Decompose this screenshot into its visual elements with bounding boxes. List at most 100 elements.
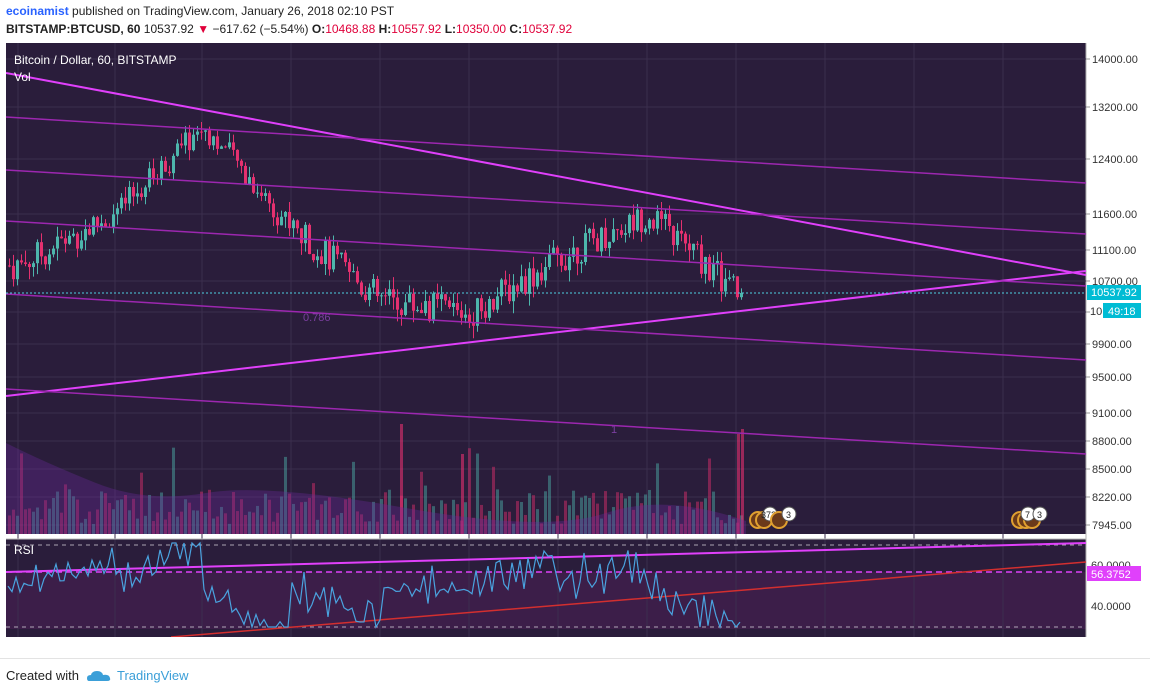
badge-circle[interactable] bbox=[781, 506, 797, 522]
candle-body bbox=[244, 165, 247, 185]
volume-bar bbox=[380, 499, 383, 534]
badge-circle[interactable] bbox=[1032, 506, 1048, 522]
candle-body bbox=[512, 285, 515, 302]
candle-body bbox=[160, 160, 163, 180]
publisher-name[interactable]: ecoinamist bbox=[6, 4, 69, 18]
candle-body bbox=[740, 292, 743, 298]
volume-bar bbox=[32, 511, 35, 534]
channel-line-1[interactable] bbox=[5, 116, 1087, 184]
volume-bar bbox=[552, 523, 555, 534]
candle-body bbox=[416, 309, 419, 311]
volume-bar bbox=[308, 497, 311, 534]
candle-body bbox=[152, 168, 155, 179]
candle-body bbox=[52, 248, 55, 255]
volume-bar bbox=[272, 521, 275, 534]
channel-line-3[interactable] bbox=[5, 220, 1087, 287]
candle-body bbox=[440, 294, 443, 300]
ohlc-legend: BITSTAMP:BTCUSD, 60 10537.92 ▼ −617.62 (… bbox=[6, 22, 572, 36]
chart-svg[interactable]: Bitcoin / Dollar, 60, BITSTAMP Vol 0.786… bbox=[5, 43, 1144, 655]
event-badge-count: 7 bbox=[1025, 510, 1030, 520]
trendline-descending[interactable] bbox=[5, 72, 1087, 276]
candle-body bbox=[648, 219, 651, 229]
volume-bar bbox=[252, 512, 255, 534]
candle-body bbox=[84, 228, 87, 241]
volume-bar bbox=[180, 511, 183, 534]
price-tick-label: 9100.00 bbox=[1092, 408, 1132, 420]
volume-bar bbox=[176, 516, 179, 534]
tradingview-brand[interactable]: TradingView bbox=[116, 668, 189, 683]
symbol-label: BITSTAMP:BTCUSD, 60 bbox=[6, 22, 141, 36]
candle-body bbox=[444, 294, 447, 301]
down-arrow-icon: ▼ bbox=[197, 22, 210, 36]
candle-body bbox=[520, 276, 523, 292]
candle-body bbox=[424, 300, 427, 314]
footer-separator bbox=[0, 658, 1150, 659]
chart-title: Bitcoin / Dollar, 60, BITSTAMP bbox=[14, 53, 177, 67]
rsi-trendline-red[interactable] bbox=[170, 561, 1087, 638]
candle-body bbox=[60, 236, 63, 239]
candle-body bbox=[664, 213, 667, 219]
candle-body bbox=[232, 142, 235, 150]
candle-body bbox=[540, 272, 543, 281]
volume-bar bbox=[728, 514, 731, 534]
candle-body bbox=[544, 267, 547, 281]
candle-body bbox=[196, 131, 199, 135]
candle-body bbox=[176, 143, 179, 156]
volume-bar bbox=[88, 511, 91, 534]
candle-body bbox=[164, 160, 167, 172]
volume-bar bbox=[120, 499, 123, 534]
volume-bar bbox=[644, 494, 647, 534]
candle-body bbox=[136, 193, 139, 197]
volume-bar bbox=[608, 514, 611, 534]
candle-body bbox=[276, 217, 279, 226]
volume-bar bbox=[741, 429, 744, 534]
volume-bar bbox=[500, 500, 503, 534]
candle-body bbox=[684, 233, 687, 244]
event-badge-count: 3 bbox=[786, 510, 791, 520]
volume-bar bbox=[548, 475, 551, 534]
candle-body bbox=[492, 298, 495, 310]
candle-body bbox=[32, 263, 35, 268]
volume-bar bbox=[76, 499, 79, 534]
tradingview-logo-icon[interactable] bbox=[86, 670, 111, 682]
volume-bar bbox=[16, 515, 19, 534]
channel-line-2[interactable] bbox=[5, 169, 1087, 235]
rsi-trendline-upper[interactable] bbox=[5, 542, 1087, 573]
open-label: O: bbox=[311, 22, 326, 36]
candle-body bbox=[356, 271, 359, 283]
candle-body bbox=[668, 213, 671, 227]
price-tick-label: 9500.00 bbox=[1092, 372, 1132, 384]
chart-area[interactable]: Bitcoin / Dollar, 60, BITSTAMP Vol 0.786… bbox=[5, 43, 1144, 655]
candle-body bbox=[76, 233, 79, 249]
channel-line-4[interactable] bbox=[5, 293, 1087, 361]
volume-bar bbox=[612, 507, 615, 534]
candle-body bbox=[596, 238, 599, 252]
volume-bar bbox=[600, 518, 603, 534]
volume-bar bbox=[684, 491, 687, 534]
volume-bar bbox=[336, 515, 339, 534]
volume-bar bbox=[700, 501, 703, 534]
candle-body bbox=[732, 276, 735, 278]
event-badge-group-1[interactable]: 372 3 bbox=[749, 506, 797, 529]
candle-body bbox=[12, 265, 15, 280]
candle-body bbox=[728, 277, 731, 279]
candle-body bbox=[620, 230, 623, 235]
trendline-ascending[interactable] bbox=[5, 270, 1087, 397]
candle-body bbox=[632, 214, 635, 231]
volume-bar bbox=[12, 509, 15, 534]
candle-body bbox=[720, 260, 723, 292]
volume-bar bbox=[24, 509, 27, 534]
volume-bar bbox=[20, 453, 23, 534]
candle-body bbox=[132, 186, 135, 197]
candle-body bbox=[688, 243, 691, 251]
event-badge-group-2[interactable]: 7 3 bbox=[1011, 506, 1048, 529]
candle-body bbox=[708, 256, 711, 281]
channel-line-5[interactable] bbox=[5, 388, 1087, 455]
volume-bar bbox=[352, 461, 355, 534]
volume-bar bbox=[104, 493, 107, 534]
candle-body bbox=[216, 136, 219, 149]
candle-body bbox=[604, 227, 607, 249]
candle-body bbox=[264, 193, 267, 196]
volume-bar bbox=[580, 497, 583, 534]
volume-bar bbox=[240, 499, 243, 534]
